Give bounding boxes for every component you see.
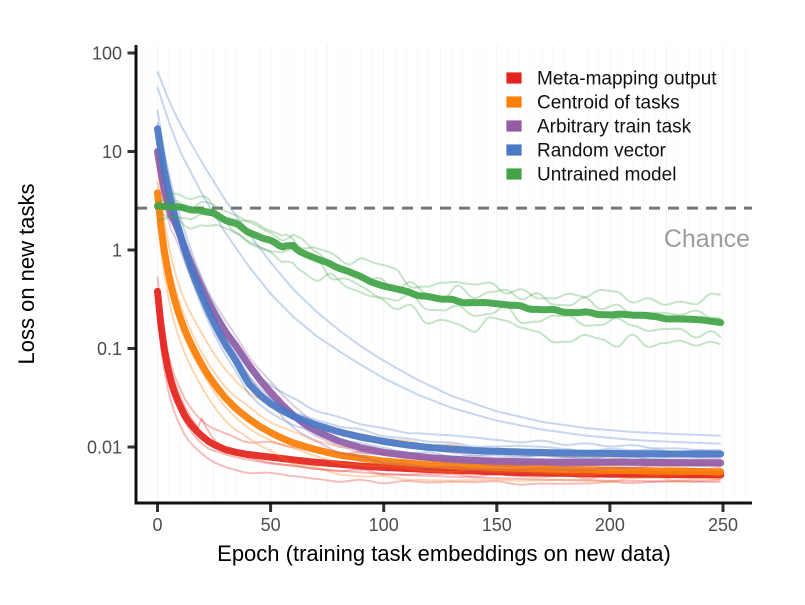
y-tick-label: 1 xyxy=(112,241,122,261)
series-centroid-of-tasks xyxy=(154,162,725,483)
run-line xyxy=(156,312,721,486)
run-line xyxy=(156,86,721,445)
run-line xyxy=(157,192,721,306)
legend: Meta-mapping output Centroid of tasks Arbi… xyxy=(505,69,717,186)
legend-swatch xyxy=(505,119,523,133)
run-line xyxy=(156,166,721,471)
run-line xyxy=(156,109,721,452)
legend-label: Centroid of tasks xyxy=(537,93,680,114)
mean-line xyxy=(154,189,725,476)
mean-line xyxy=(154,287,725,479)
axes: 100 10 1 0.1 0.01 0 50 100 150 200 250 xyxy=(87,44,752,535)
y-tick-label: 0.1 xyxy=(97,339,122,359)
y-tick-label: 10 xyxy=(102,142,122,162)
x-tick-label: 0 xyxy=(152,515,162,535)
series-untrained-model xyxy=(154,192,725,349)
run-line xyxy=(156,121,721,454)
x-tick-label: 50 xyxy=(261,515,281,535)
chance-label: Chance xyxy=(664,225,750,253)
legend-label: Meta-mapping output xyxy=(537,69,717,90)
legend-swatch xyxy=(505,71,523,85)
series-lines xyxy=(154,71,725,486)
legend-label: Arbitrary train task xyxy=(537,117,692,138)
legend-swatch xyxy=(505,95,523,109)
run-line xyxy=(156,139,721,460)
legend-label: Untrained model xyxy=(537,165,676,186)
x-tick-label: 200 xyxy=(595,515,625,535)
run-line xyxy=(157,212,722,339)
mean-line xyxy=(154,148,725,467)
mean-line xyxy=(154,202,725,327)
series-random-vector xyxy=(154,71,725,460)
legend-swatch xyxy=(505,143,523,157)
mean-line xyxy=(154,125,725,458)
gridlines xyxy=(157,45,724,502)
run-line xyxy=(156,301,721,484)
y-tick-label: 0.01 xyxy=(87,438,122,458)
x-tick-label: 100 xyxy=(369,515,399,535)
x-tick-label: 150 xyxy=(482,515,512,535)
x-tick-label: 250 xyxy=(708,515,738,535)
run-line xyxy=(156,217,721,483)
y-axis-title: Loss on new tasks xyxy=(14,184,39,365)
x-axis-title: Epoch (training task embeddings on new d… xyxy=(217,541,671,566)
run-line xyxy=(157,215,722,349)
legend-swatch xyxy=(505,167,523,181)
legend-label: Random vector xyxy=(537,141,667,162)
series-arbitrary-train-task xyxy=(154,140,725,471)
y-tick-label: 100 xyxy=(92,44,122,64)
